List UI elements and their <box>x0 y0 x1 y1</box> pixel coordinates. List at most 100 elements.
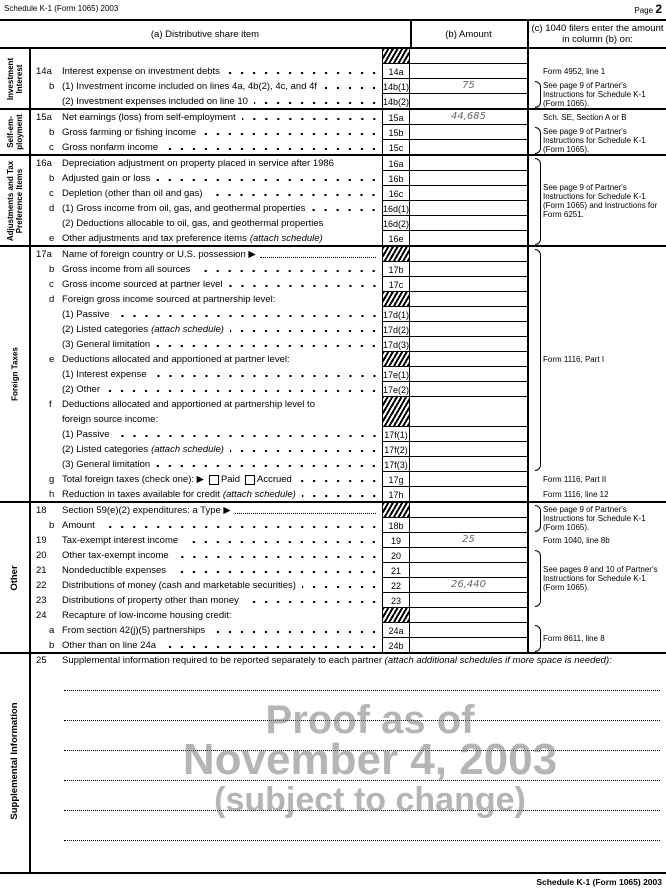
supplemental-entry-line[interactable] <box>64 720 660 721</box>
line-label: Interest expense on investment debts <box>62 66 220 77</box>
line-code-box: 16e <box>382 231 410 246</box>
form-line-17e(1): (1) Interest expense <box>31 367 666 382</box>
line-description: Deductions allocated and apportioned at … <box>62 399 380 410</box>
amount-field-17d(2)[interactable] <box>410 322 527 337</box>
form-line: e Deductions allocated and apportioned at… <box>31 352 666 367</box>
line-description: Name of foreign country or U.S. possessi… <box>62 249 380 260</box>
amount-field <box>410 503 527 518</box>
amount-field-21[interactable] <box>410 563 527 578</box>
dot-leader <box>106 389 380 393</box>
entry-line[interactable] <box>259 257 376 258</box>
amount-field-24a[interactable] <box>410 623 527 638</box>
amount-field-17e(2)[interactable] <box>410 382 527 397</box>
amount-field-16d(1)[interactable] <box>410 201 527 216</box>
form-line-16c: c Depletion (other than oil and gas) <box>31 186 666 201</box>
section-label-text: Investment Interest <box>5 57 24 100</box>
line-description: Foreign gross income sourced at partners… <box>62 294 380 305</box>
amount-field-16d(2)[interactable] <box>410 216 527 231</box>
line-description: foreign source income: <box>62 414 380 425</box>
column-a-header: (a) Distributive share item <box>150 28 260 40</box>
amount-field-17f(1)[interactable] <box>410 427 527 442</box>
amount-field-24b[interactable] <box>410 638 527 653</box>
supplemental-entry-line[interactable] <box>64 750 660 751</box>
line-code-box: 17d(3) <box>382 337 410 352</box>
entry-line[interactable] <box>234 513 376 514</box>
amount-field-17d(1)[interactable] <box>410 307 527 322</box>
amount-field-18b[interactable] <box>410 518 527 533</box>
shaded-cell <box>382 397 410 427</box>
checkbox-accrued[interactable] <box>244 475 255 485</box>
line-25-note: (attach additional schedules if more spa… <box>384 655 612 666</box>
form-line-17d(3): (3) General limitation <box>31 337 666 352</box>
amount-field-14b(2)[interactable] <box>410 94 527 109</box>
amount-field-17e(1)[interactable] <box>410 367 527 382</box>
dot-leader <box>225 71 380 75</box>
supplemental-entry-line[interactable] <box>64 780 660 781</box>
amount-field-15c[interactable] <box>410 140 527 155</box>
form-line-20: 20 Other tax-exempt income <box>31 548 666 563</box>
shaded-cell <box>382 352 410 367</box>
amount-field-22[interactable]: 26,440 <box>410 578 527 593</box>
line-description: Net earnings (loss) from self-employment <box>62 112 380 123</box>
line-description: Other adjustments and tax preference ite… <box>62 233 380 244</box>
column-c-instructions: See page 9 of Partner's Instructions for… <box>527 503 666 652</box>
form-line-16e: e Other adjustments and tax preference it… <box>31 231 666 246</box>
dot-leader <box>156 178 380 182</box>
form-line-16d(1): d (1) Gross income from oil, gas, and geo… <box>31 201 666 216</box>
form-line-17e(2): (2) Other <box>31 382 666 397</box>
line-description: (3) General limitation <box>62 459 380 470</box>
line-letter: c <box>49 142 54 153</box>
line-code-box: 17f(2) <box>382 442 410 457</box>
line-label: Deductions allocated and apportioned at … <box>62 399 315 410</box>
section-label: Self-em- ployment <box>0 110 31 154</box>
amount-field-17h[interactable] <box>410 487 527 502</box>
brace-icon <box>535 158 541 245</box>
amount-field-17d(3)[interactable] <box>410 337 527 352</box>
amount-field-17f(2)[interactable] <box>410 442 527 457</box>
line-description: (2) Investment expenses included on line… <box>62 96 380 107</box>
dot-leader <box>241 117 380 121</box>
amount-field-17c[interactable] <box>410 277 527 292</box>
amount-field-16e[interactable] <box>410 231 527 246</box>
supplemental-entry-line[interactable] <box>64 810 660 811</box>
section-label-text: Other <box>8 564 20 591</box>
column-c-instructions: Form 4952, line 1 See page 9 of Partner's… <box>527 49 666 108</box>
amount-field-17f(3)[interactable] <box>410 457 527 472</box>
line-label: Gross income sourced at partner level <box>62 279 223 290</box>
amount-field-17g[interactable] <box>410 472 527 487</box>
amount-field-16b[interactable] <box>410 171 527 186</box>
amount-field-19[interactable]: 25 <box>410 533 527 548</box>
line-code-box: 17g <box>382 472 410 487</box>
line-label: Name of foreign country or U.S. possessi… <box>62 249 256 260</box>
line-letter: g <box>49 474 55 485</box>
amount-field-20[interactable] <box>410 548 527 563</box>
line-code-box: 14a <box>382 64 410 79</box>
line-letter: b <box>49 264 55 275</box>
amount-field-15a[interactable]: 44,685 <box>410 110 527 125</box>
line-label: Other tax-exempt income <box>62 550 169 561</box>
line-code-box: 18b <box>382 518 410 533</box>
amount-field-15b[interactable] <box>410 125 527 140</box>
line-code-box: 17e(1) <box>382 367 410 382</box>
brace-icon <box>535 625 541 652</box>
amount-field-23[interactable] <box>410 593 527 608</box>
line-code-box: 20 <box>382 548 410 563</box>
section-adjustments-and-tax-preference-items: Adjustments and Tax Preference Items 16a D… <box>0 156 666 247</box>
amount-field-14a[interactable] <box>410 64 527 79</box>
line-label: Amount <box>62 520 95 531</box>
instruction-note: See page 9 of Partner's Instructions for… <box>543 80 646 108</box>
form-line-17d(1): (1) Passive <box>31 307 666 322</box>
amount-field-17b[interactable] <box>410 262 527 277</box>
amount-field-14b(1)[interactable]: 75 <box>410 79 527 94</box>
form-line-14b(1): b (1) Investment income included on lines… <box>31 79 666 94</box>
amount-field-16c[interactable] <box>410 186 527 201</box>
column-c-header: (c) 1040 filers enter the amount in colu… <box>531 23 664 45</box>
amount-field <box>410 49 527 64</box>
supplemental-entry-line[interactable] <box>64 690 660 691</box>
checkbox-paid[interactable] <box>208 475 219 485</box>
line-code-box: 17d(1) <box>382 307 410 322</box>
amount-field-16a[interactable] <box>410 156 527 171</box>
supplemental-entry-line[interactable] <box>64 840 660 841</box>
column-c-instructions: Sch. SE, Section A or B See page 9 of Par… <box>527 110 666 154</box>
instruction-note: Form 1040, line 8b <box>543 536 610 545</box>
